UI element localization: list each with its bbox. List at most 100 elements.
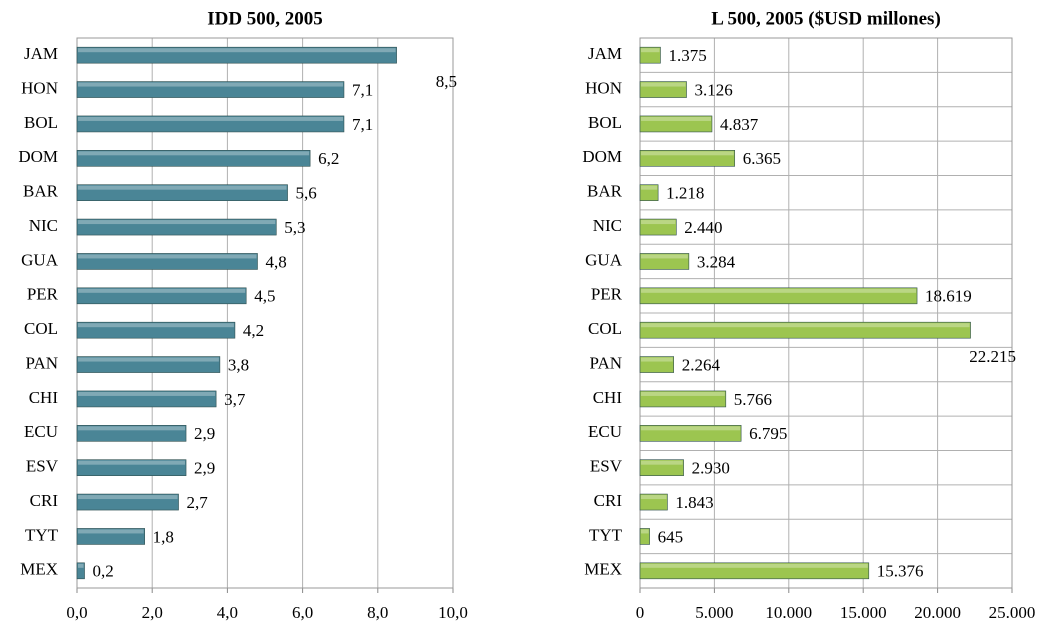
- data-label: 645: [658, 527, 684, 546]
- bar: [76, 425, 187, 442]
- bar-highlight: [78, 116, 343, 121]
- data-label: 2.264: [682, 355, 721, 374]
- data-label: 3,8: [228, 355, 249, 374]
- bar: [639, 115, 713, 133]
- bar-highlight: [78, 220, 276, 225]
- bar-highlight: [641, 391, 725, 396]
- bar-highlight: [78, 288, 246, 293]
- data-label: 4.837: [720, 115, 759, 134]
- data-label: 1.843: [675, 493, 713, 512]
- data-label: 5,6: [296, 184, 317, 203]
- data-label: 6,2: [318, 149, 339, 168]
- bar: [76, 46, 397, 64]
- x-tick-label: 2,0: [142, 603, 163, 622]
- bar: [639, 562, 870, 580]
- data-label: 18.619: [925, 287, 972, 306]
- data-label: 2,9: [194, 424, 215, 443]
- y-tick-label: CHI: [29, 388, 59, 407]
- y-tick-label: CHI: [593, 388, 623, 407]
- bar: [639, 218, 677, 236]
- x-tick-label: 4,0: [217, 603, 238, 622]
- bar-highlight: [641, 460, 683, 465]
- bar: [76, 356, 221, 373]
- data-label: 5.766: [734, 390, 772, 409]
- bar-highlight: [641, 357, 673, 362]
- data-label: 6.795: [749, 424, 787, 443]
- data-label: 2.930: [692, 459, 730, 478]
- data-label: 1.375: [668, 46, 706, 65]
- data-label: 22.215: [969, 347, 1016, 366]
- bar: [76, 390, 217, 408]
- data-label: 3.284: [697, 252, 736, 271]
- bar-highlight: [78, 563, 84, 568]
- bar-highlight: [641, 495, 667, 500]
- bar: [76, 115, 345, 133]
- y-tick-label: GUA: [585, 250, 623, 269]
- data-label: 7,1: [352, 80, 373, 99]
- x-tick-label: 5.000: [695, 603, 733, 622]
- bar: [639, 321, 971, 339]
- y-tick-label: ESV: [590, 457, 623, 476]
- data-label: 2.440: [684, 218, 722, 237]
- bar: [76, 150, 311, 167]
- bar-highlight: [641, 529, 649, 534]
- x-tick-label: 15.000: [840, 603, 887, 622]
- y-tick-label: CRI: [30, 491, 59, 510]
- bar: [639, 356, 674, 373]
- data-label: 5,3: [284, 218, 305, 237]
- y-tick-label: COL: [588, 319, 622, 338]
- bar-highlight: [78, 460, 186, 465]
- bar: [639, 390, 727, 408]
- y-tick-label: MEX: [20, 560, 58, 579]
- x-tick-label: 0,0: [66, 603, 87, 622]
- bar-highlight: [641, 563, 868, 568]
- x-tick-label: 20.000: [914, 603, 961, 622]
- bar: [76, 528, 145, 545]
- data-label: 3.126: [695, 80, 733, 99]
- y-tick-label: NIC: [29, 216, 58, 235]
- bar: [639, 253, 690, 270]
- y-tick-label: DOM: [18, 147, 58, 166]
- bar-highlight: [78, 426, 186, 431]
- data-label: 4,5: [254, 287, 275, 306]
- bar: [639, 528, 650, 545]
- y-tick-label: DOM: [582, 147, 622, 166]
- data-label: 1,8: [153, 527, 174, 546]
- bar-highlight: [78, 323, 234, 328]
- plot-frame: [639, 37, 1013, 589]
- bar: [76, 253, 258, 270]
- plot-frame: [76, 37, 454, 589]
- bar-highlight: [641, 323, 970, 328]
- y-tick-label: ECU: [24, 422, 58, 441]
- y-tick-label: JAM: [588, 44, 622, 63]
- data-label: 3,7: [224, 390, 246, 409]
- bar-highlight: [641, 185, 658, 190]
- bar: [76, 287, 247, 305]
- data-label: 0,2: [93, 562, 114, 581]
- bar-highlight: [641, 116, 711, 121]
- y-tick-label: PAN: [590, 353, 622, 372]
- bar: [639, 81, 687, 98]
- x-tick-label: 0: [636, 603, 645, 622]
- data-label: 8,5: [436, 72, 457, 91]
- bar-highlight: [78, 254, 257, 259]
- bar-highlight: [641, 82, 686, 87]
- y-tick-label: NIC: [593, 216, 622, 235]
- y-tick-label: HON: [21, 78, 58, 97]
- x-tick-label: 25.000: [989, 603, 1036, 622]
- y-tick-label: ESV: [26, 457, 59, 476]
- y-tick-label: JAM: [24, 44, 58, 63]
- bar: [76, 493, 179, 511]
- bar: [639, 425, 742, 442]
- data-label: 2,9: [194, 459, 215, 478]
- bar-highlight: [641, 426, 741, 431]
- bar-highlight: [641, 48, 660, 53]
- bar: [76, 184, 288, 201]
- chart-title: L 500, 2005 ($USD millones): [711, 8, 941, 29]
- bar-highlight: [78, 82, 343, 87]
- y-tick-label: TYT: [589, 525, 623, 544]
- bar: [76, 459, 187, 476]
- bar: [639, 493, 668, 511]
